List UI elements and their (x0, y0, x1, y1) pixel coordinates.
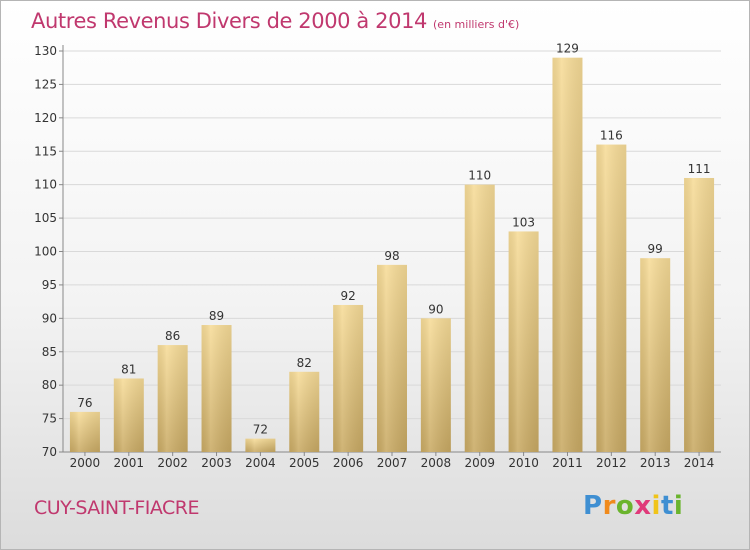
bar-shade (377, 264, 407, 452)
bars (69, 57, 715, 453)
y-tick-label: 105 (34, 211, 57, 225)
data-label: 81 (121, 362, 136, 376)
data-label: 86 (165, 329, 180, 343)
bar-shade (596, 144, 627, 453)
bar-shade (464, 184, 495, 452)
x-tick-label: 2000 (70, 456, 101, 470)
y-tick-label: 130 (34, 44, 57, 58)
chart-title: Autres Revenus Divers de 2000 à 2014 (en … (31, 9, 519, 33)
y-tick-label: 100 (34, 245, 57, 259)
commune-name: CUY-SAINT-FIACRE (34, 497, 200, 519)
bar-shade (333, 304, 364, 452)
bar-shade (69, 411, 100, 452)
x-tick-label: 2002 (157, 456, 188, 470)
logo-letter: x (634, 491, 652, 521)
data-label: 111 (688, 162, 711, 176)
data-label: 76 (77, 396, 92, 410)
bar-shade (289, 371, 320, 452)
y-tick-label: 75 (42, 412, 57, 426)
bar-shade (684, 177, 715, 452)
y-tick-label: 70 (42, 445, 57, 459)
x-tick-label: 2005 (289, 456, 320, 470)
x-tick-label: 2009 (464, 456, 495, 470)
x-tick-label: 2007 (377, 456, 408, 470)
axes: 70 75 80 85 90 95 100 105 110 115 120 125 130 2000 200… (34, 44, 721, 470)
data-label: 90 (428, 302, 443, 316)
chart-subtitle: (en milliers d'€) (433, 18, 520, 31)
bar-shade (201, 325, 232, 452)
data-label: 98 (384, 249, 399, 263)
x-tick-label: 2014 (684, 456, 715, 470)
x-tick-label: 2011 (552, 456, 583, 470)
y-tick-label: 85 (42, 345, 57, 359)
y-tick-label: 125 (34, 77, 57, 91)
bar-shade (508, 231, 539, 452)
logo-letter: r (602, 491, 616, 521)
x-tick-label: 2010 (508, 456, 539, 470)
data-labels: 76 81 86 89 72 82 92 98 90 110 103 129 116 99 111 (77, 42, 710, 437)
y-tick-label: 120 (34, 111, 57, 125)
data-label: 82 (297, 356, 312, 370)
proxiti-logo: Proxiti (583, 491, 683, 521)
data-label: 129 (556, 42, 579, 56)
logo-letter: P (583, 491, 603, 521)
data-label: 116 (600, 129, 623, 143)
x-tick-label: 2006 (333, 456, 364, 470)
data-label: 89 (209, 309, 224, 323)
data-label: 110 (468, 169, 491, 183)
y-tick-label: 95 (42, 278, 57, 292)
x-tick-label: 2004 (245, 456, 276, 470)
y-tick-label: 80 (42, 378, 57, 392)
bar-shade (552, 57, 583, 452)
bar-shade (157, 345, 188, 452)
logo-letter: t (660, 491, 674, 521)
y-tick-label: 115 (34, 144, 57, 158)
y-tick-label: 90 (42, 311, 57, 325)
data-label: 92 (340, 289, 355, 303)
bar-shade (420, 318, 451, 452)
chart-title-main: Autres Revenus Divers de 2000 à 2014 (31, 9, 428, 33)
bar-shade (113, 378, 144, 452)
y-tick-label: 110 (34, 178, 57, 192)
data-label: 72 (253, 423, 268, 437)
bar-shade (640, 258, 671, 452)
x-tick-label: 2012 (596, 456, 627, 470)
data-label: 103 (512, 215, 535, 229)
data-label: 99 (648, 242, 663, 256)
logo-letter: i (651, 491, 661, 521)
bar-shade (245, 438, 276, 452)
x-tick-label: 2001 (114, 456, 145, 470)
x-tick-label: 2008 (421, 456, 452, 470)
logo-letter: i (673, 491, 684, 521)
x-tick-label: 2003 (201, 456, 232, 470)
logo-letter: o (615, 491, 635, 521)
x-tick-label: 2013 (640, 456, 671, 470)
